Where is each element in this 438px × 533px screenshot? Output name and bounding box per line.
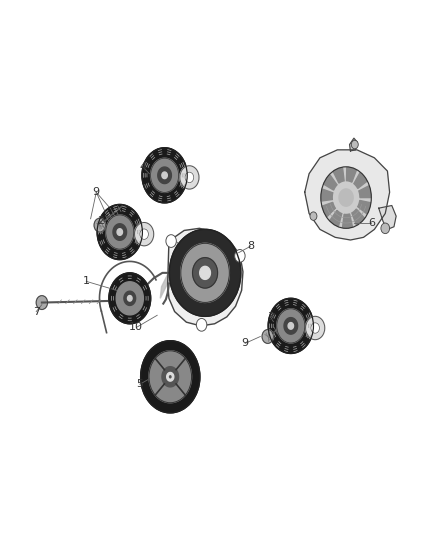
Polygon shape xyxy=(359,186,371,198)
Polygon shape xyxy=(200,266,210,279)
Polygon shape xyxy=(305,150,390,240)
Polygon shape xyxy=(277,309,305,343)
Text: 10: 10 xyxy=(129,322,143,333)
Polygon shape xyxy=(343,214,353,228)
Polygon shape xyxy=(321,189,333,201)
Text: 9: 9 xyxy=(93,187,100,197)
Polygon shape xyxy=(168,228,243,326)
Polygon shape xyxy=(180,166,199,189)
Circle shape xyxy=(351,140,358,149)
Circle shape xyxy=(169,375,172,378)
Polygon shape xyxy=(36,296,47,310)
Polygon shape xyxy=(140,229,148,239)
Polygon shape xyxy=(142,148,187,203)
Polygon shape xyxy=(306,317,325,340)
Polygon shape xyxy=(330,211,342,226)
Polygon shape xyxy=(288,322,293,329)
Text: 8: 8 xyxy=(247,241,254,252)
Polygon shape xyxy=(117,229,123,236)
Polygon shape xyxy=(141,341,200,413)
Polygon shape xyxy=(358,200,371,214)
Polygon shape xyxy=(352,209,364,225)
Polygon shape xyxy=(127,295,132,301)
Polygon shape xyxy=(113,224,127,240)
Polygon shape xyxy=(354,173,367,189)
Polygon shape xyxy=(106,215,134,249)
Polygon shape xyxy=(158,167,171,183)
Polygon shape xyxy=(350,138,357,151)
Text: 7: 7 xyxy=(33,306,40,317)
Polygon shape xyxy=(268,298,314,353)
Polygon shape xyxy=(324,175,337,190)
Polygon shape xyxy=(262,329,273,343)
Circle shape xyxy=(166,235,177,247)
Circle shape xyxy=(196,318,207,331)
Circle shape xyxy=(381,223,390,233)
Polygon shape xyxy=(181,243,230,302)
Polygon shape xyxy=(322,203,336,216)
Polygon shape xyxy=(167,373,174,381)
Polygon shape xyxy=(162,172,167,179)
Text: 1: 1 xyxy=(83,276,90,286)
Polygon shape xyxy=(346,167,357,182)
Polygon shape xyxy=(321,167,371,228)
Polygon shape xyxy=(116,282,143,315)
Text: 6: 6 xyxy=(368,218,375,228)
Text: 9: 9 xyxy=(241,338,249,349)
Polygon shape xyxy=(94,218,106,232)
Text: 5: 5 xyxy=(136,379,143,389)
Polygon shape xyxy=(379,206,396,229)
Polygon shape xyxy=(151,158,179,192)
Circle shape xyxy=(235,249,245,262)
Polygon shape xyxy=(124,291,136,305)
Text: 3: 3 xyxy=(267,312,274,322)
Circle shape xyxy=(310,212,317,220)
Polygon shape xyxy=(162,367,179,387)
Polygon shape xyxy=(311,323,319,333)
Polygon shape xyxy=(109,273,151,324)
Polygon shape xyxy=(339,189,353,206)
Polygon shape xyxy=(134,222,154,246)
Polygon shape xyxy=(170,229,241,317)
Text: 4: 4 xyxy=(139,162,146,172)
Polygon shape xyxy=(284,318,297,334)
Polygon shape xyxy=(160,272,169,298)
Polygon shape xyxy=(185,172,194,183)
Polygon shape xyxy=(193,257,218,288)
Polygon shape xyxy=(97,205,142,260)
Polygon shape xyxy=(149,351,191,403)
Polygon shape xyxy=(333,168,344,183)
Text: 2: 2 xyxy=(97,216,104,227)
